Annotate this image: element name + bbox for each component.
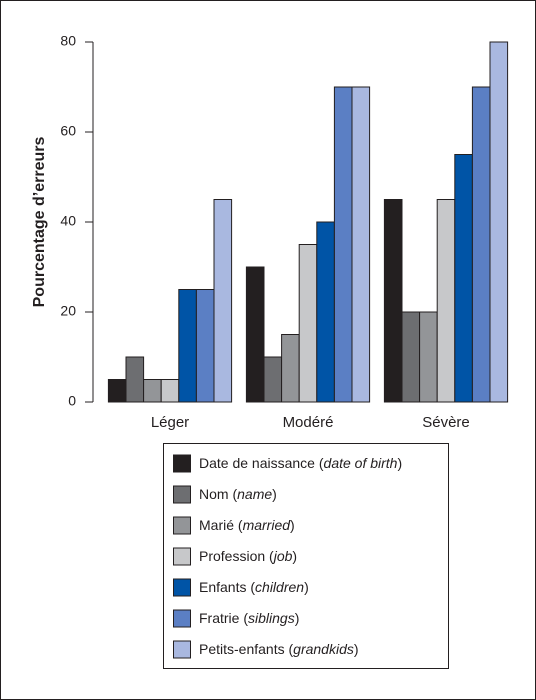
bar bbox=[107, 379, 127, 403]
bar bbox=[143, 379, 162, 403]
legend-swatch bbox=[173, 578, 191, 597]
bar bbox=[333, 86, 353, 403]
legend-swatch bbox=[173, 516, 191, 535]
legend-label: Enfants (children) bbox=[199, 579, 309, 595]
bar bbox=[263, 356, 283, 403]
legend-swatch bbox=[173, 547, 191, 566]
bar bbox=[125, 356, 145, 403]
legend-label: Date de naissance (date of birth) bbox=[199, 455, 402, 471]
y-tick-label: 0 bbox=[68, 393, 76, 409]
bar bbox=[160, 379, 180, 403]
legend-label: Nom (name) bbox=[199, 486, 277, 502]
bar bbox=[436, 199, 456, 403]
legend-label: Marié (married) bbox=[199, 517, 295, 533]
bar bbox=[351, 86, 371, 403]
legend bbox=[163, 443, 449, 669]
x-tick-label: Modéré bbox=[283, 414, 334, 431]
bar bbox=[213, 199, 233, 403]
bar bbox=[471, 86, 491, 403]
bar bbox=[383, 199, 403, 403]
legend-swatch bbox=[173, 485, 191, 504]
legend-swatch bbox=[173, 640, 191, 659]
legend-swatch bbox=[173, 454, 191, 473]
bar bbox=[281, 334, 300, 403]
x-tick-label: Sévère bbox=[422, 414, 470, 431]
bar bbox=[195, 289, 215, 403]
y-tick-label: 80 bbox=[60, 33, 76, 49]
bar bbox=[178, 289, 197, 403]
x-tick-label: Léger bbox=[151, 414, 189, 431]
legend-label: Profession (job) bbox=[199, 548, 297, 564]
y-tick-label: 60 bbox=[60, 123, 76, 139]
y-axis-title: Pourcentage d’erreurs bbox=[31, 137, 48, 308]
bar bbox=[298, 244, 318, 403]
legend-label: Petits-enfants (grandkids) bbox=[199, 641, 359, 657]
bar bbox=[245, 266, 265, 403]
legend-label: Fratrie (siblings) bbox=[199, 610, 299, 626]
bar bbox=[454, 154, 473, 403]
bar bbox=[401, 311, 421, 403]
bar bbox=[489, 41, 509, 403]
legend-swatch bbox=[173, 609, 191, 628]
bar bbox=[419, 311, 438, 403]
y-tick-label: 40 bbox=[60, 213, 76, 229]
y-tick-label: 20 bbox=[60, 303, 76, 319]
bar bbox=[316, 221, 335, 403]
